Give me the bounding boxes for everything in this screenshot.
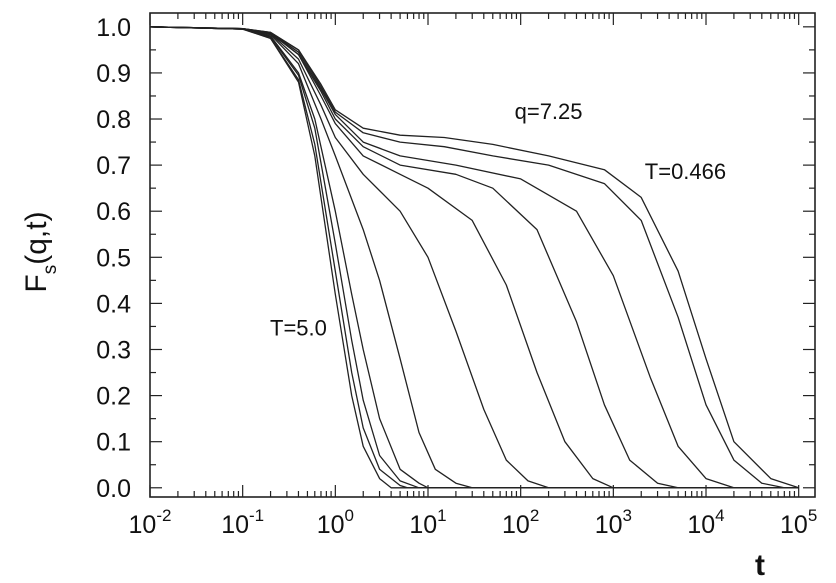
x-tick-label: 103 <box>595 506 632 539</box>
x-tick-label: 101 <box>409 506 446 539</box>
x-tick-label: 105 <box>780 506 817 539</box>
y-tick-label: 0.1 <box>96 429 131 457</box>
y-axis-title-tail: (q,t) <box>20 211 53 264</box>
series-line-9 <box>149 26 799 489</box>
x-tick-label: 104 <box>687 506 724 539</box>
y-tick-label: 1.0 <box>96 14 131 42</box>
series-line-6 <box>149 26 799 489</box>
series-line-7 <box>149 26 799 489</box>
y-tick-label: 0.5 <box>96 244 131 272</box>
annotation-t-high: T=5.0 <box>270 316 327 341</box>
y-tick-label: 0.6 <box>96 198 131 226</box>
x-tick-label: 10-1 <box>221 506 264 539</box>
annotation-t-low: T=0.466 <box>645 159 726 184</box>
annotation-q: q=7.25 <box>515 99 583 124</box>
series-line-5 <box>149 26 799 489</box>
x-tick-label: 100 <box>317 506 354 539</box>
y-tick-label: 0.3 <box>96 336 131 364</box>
series-line-11 <box>149 26 799 489</box>
plot-frame <box>149 12 816 498</box>
x-tick-label: 10-2 <box>129 506 172 539</box>
series-line-4 <box>149 26 799 489</box>
series-line-8 <box>149 26 799 489</box>
series-line-10 <box>149 26 799 489</box>
y-tick-label: 0.8 <box>96 106 131 134</box>
y-tick-label: 0.2 <box>96 383 131 411</box>
series-line-3 <box>149 26 799 489</box>
y-axis-title-subscript: s <box>40 265 61 275</box>
y-axis-title-main: F <box>20 274 53 292</box>
axes: 10-2 10-1 100 101 102 103 104 105 0.0 0.1 0.2 0.3 0.… <box>96 12 817 539</box>
x-axis-title: t <box>755 549 765 582</box>
y-tick-label: 0.9 <box>96 60 131 88</box>
labels: q=7.25 T=0.466 T=5.0 t Fs(q,t) <box>20 99 765 582</box>
y-tick-label: 0.0 <box>96 475 131 503</box>
y-axis-title: Fs(q,t) <box>20 211 61 292</box>
y-tick-label: 0.7 <box>96 152 131 180</box>
x-tick-label: 102 <box>502 506 539 539</box>
series-line-2 <box>149 26 799 489</box>
y-tick-label: 0.4 <box>96 290 131 318</box>
series-lines <box>149 26 799 489</box>
series-line-1 <box>149 26 799 489</box>
